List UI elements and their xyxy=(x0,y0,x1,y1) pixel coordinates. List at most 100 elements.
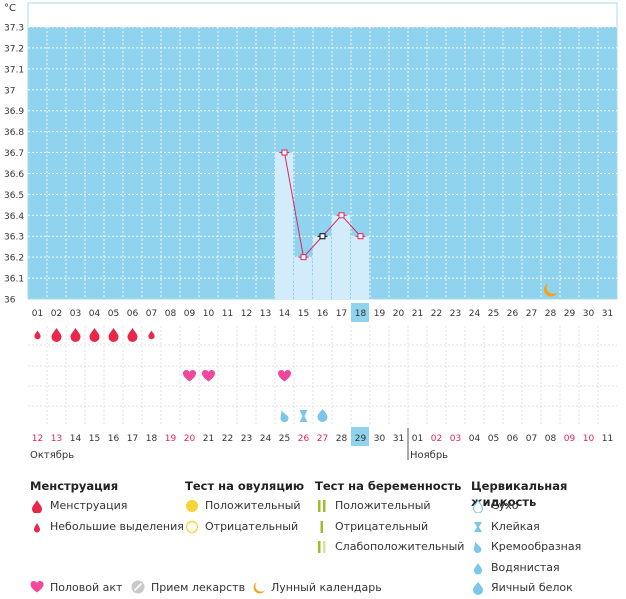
calendar-date-label: 06 xyxy=(507,434,519,444)
legend-cervical-item: Сухо xyxy=(471,496,621,517)
legend-ovulation-title: Тест на овуляцию xyxy=(185,479,305,493)
calendar-date-label: 07 xyxy=(526,434,537,444)
light-spotting-drop-icon xyxy=(148,330,155,340)
creamy-fluid-icon xyxy=(280,410,289,423)
calendar-date-label: 27 xyxy=(317,434,328,444)
cycle-day-label: 21 xyxy=(412,309,423,319)
menstruation-drop-icon xyxy=(51,328,62,342)
cycle-day-label: 07 xyxy=(146,309,157,319)
legend-label: Яичный белок xyxy=(491,581,573,594)
legend-label: Отрицательный xyxy=(335,519,429,533)
heart-icon xyxy=(202,370,215,382)
y-tick-label: 36.2 xyxy=(4,254,24,264)
temperature-bar xyxy=(351,236,369,299)
calendar-date-label: 02 xyxy=(431,434,442,444)
y-tick-label: 36.9 xyxy=(4,107,24,117)
legend-ovulation-item: Отрицательный xyxy=(185,517,315,538)
legend-cervical-item: Яичный белок xyxy=(471,578,621,599)
cycle-day-label: 25 xyxy=(488,309,499,319)
cycle-day-label: 19 xyxy=(374,309,386,319)
calendar-date-label: 10 xyxy=(583,434,595,444)
cycle-day-label: 10 xyxy=(203,309,215,319)
heart-icon xyxy=(183,370,196,382)
calendar-date-label: 14 xyxy=(70,434,82,444)
y-tick-label: 36.8 xyxy=(4,128,24,138)
dry-icon xyxy=(472,499,484,513)
cycle-day-label: 09 xyxy=(184,309,196,319)
cycle-day-label: 18 xyxy=(355,309,367,319)
month-label: Октябрь xyxy=(30,450,74,461)
legend-cervical: Цервикальная жидкость Сухо Клейкая Кремо… xyxy=(471,478,621,599)
legend-cervical-item: Кремообразная xyxy=(471,537,621,558)
temperature-point xyxy=(300,254,307,261)
legend-label: Клейкая xyxy=(491,519,540,533)
legend-pregnancy-item: Слабоположительный xyxy=(315,537,465,558)
cycle-day-label: 20 xyxy=(393,309,405,319)
legend-pregnancy-title: Тест на беременность xyxy=(315,479,462,493)
watery-icon xyxy=(474,562,482,574)
temperature-bar xyxy=(275,152,293,299)
legend-label: Менструация xyxy=(50,499,128,512)
legend-label: Половой акт xyxy=(50,581,123,594)
temperature-bar xyxy=(313,236,331,299)
calendar-date-label: 17 xyxy=(127,434,138,444)
cycle-day-label: 15 xyxy=(298,309,309,319)
cycle-day-label: 31 xyxy=(602,309,613,319)
legend-label: Положительный xyxy=(335,499,431,512)
legend-label: Положительный xyxy=(205,499,301,512)
calendar-date-label: 04 xyxy=(469,434,481,444)
temperature-point xyxy=(281,149,288,156)
small-drop-icon xyxy=(34,522,40,532)
calendar-date-label: 29 xyxy=(355,434,367,444)
month-label: Ноябрь xyxy=(410,450,448,461)
legend-label: Слабоположительный xyxy=(335,540,465,553)
cycle-day-label: 01 xyxy=(32,309,43,319)
calendar-date-label: 31 xyxy=(393,434,404,444)
calendar-date-label: 16 xyxy=(108,434,120,444)
cycle-day-label: 04 xyxy=(89,309,101,319)
drop-icon xyxy=(32,500,42,513)
sticky-icon xyxy=(474,521,482,532)
calendar-date-label: 30 xyxy=(374,434,386,444)
filled-circle-icon xyxy=(186,500,198,512)
y-tick-label: 36.4 xyxy=(4,212,24,222)
y-tick-label: 36.6 xyxy=(4,170,24,180)
cycle-day-label: 02 xyxy=(51,309,62,319)
cycle-day-label: 29 xyxy=(564,309,576,319)
temperature-bar xyxy=(332,215,350,299)
calendar-date-label: 03 xyxy=(450,434,461,444)
legend-cervical-item: Водянистая xyxy=(471,558,621,579)
cycle-day-label: 28 xyxy=(545,309,557,319)
legend-moon: Лунный календарь xyxy=(251,578,391,598)
legend-menstruation-item: Менструация xyxy=(30,496,180,517)
menstruation-drop-icon xyxy=(127,328,138,342)
y-tick-label: 36.5 xyxy=(4,191,24,201)
cycle-day-label: 22 xyxy=(431,309,442,319)
legend-ovulation: Тест на овуляцию Положительный Отрицател… xyxy=(185,478,315,537)
legend-label: Отрицательный xyxy=(205,519,299,533)
calendar-date-label: 15 xyxy=(89,434,100,444)
gridlines xyxy=(28,26,617,299)
calendar-date-label: 25 xyxy=(279,434,290,444)
y-axis-ticks: 37.3 37.2 37.1 37 36.9 36.8 36.7 36.6 36.5 36.4 36… xyxy=(4,24,24,306)
calendar-date-label: 18 xyxy=(146,434,158,444)
sticky-fluid-icon xyxy=(299,410,308,422)
temperature-point xyxy=(357,233,364,240)
legend-ovulation-item: Положительный xyxy=(185,496,315,517)
menstruation-drop-icon xyxy=(70,328,81,342)
y-tick-label: 36.7 xyxy=(4,149,24,159)
current-date-highlight xyxy=(351,427,369,446)
legend-medication: Прием лекарств xyxy=(131,578,251,598)
y-tick-label: 36.1 xyxy=(4,275,24,285)
cycle-day-label: 11 xyxy=(222,309,233,319)
legend-intercourse: Половой акт xyxy=(30,578,130,598)
legend-label: Водянистая xyxy=(491,560,560,574)
temperature-point xyxy=(319,233,326,240)
legend-cervical-title: Цервикальная жидкость xyxy=(471,479,568,509)
cycle-day-label: 16 xyxy=(317,309,329,319)
temperature-unit: °C xyxy=(4,3,16,14)
cycle-day-label: 23 xyxy=(450,309,461,319)
heart-icon xyxy=(30,581,44,593)
cycle-day-label: 14 xyxy=(279,309,291,319)
cycle-day-label: 06 xyxy=(127,309,139,319)
